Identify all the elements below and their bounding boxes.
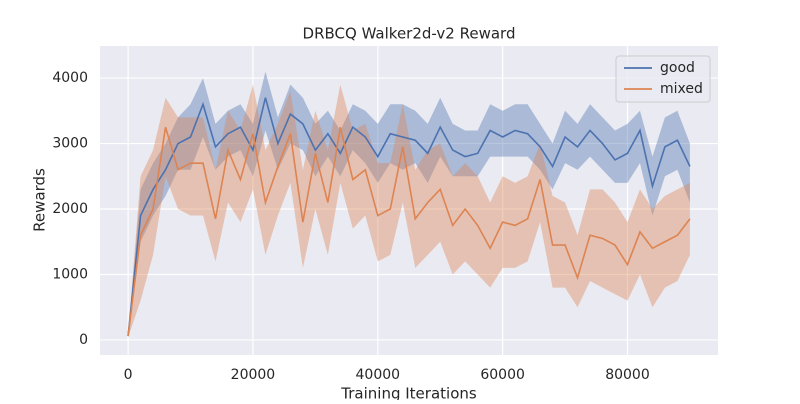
confidence-band xyxy=(128,71,690,338)
x-tick-label: 40000 xyxy=(356,367,401,383)
line xyxy=(127,97,691,337)
y-tick-label: 0 xyxy=(79,332,88,348)
y-tick-label: 3000 xyxy=(52,136,88,152)
plot-background xyxy=(100,46,718,355)
x-tick-label: 60000 xyxy=(480,367,525,383)
x-axis-label: Training Iterations xyxy=(340,385,477,401)
confidence-band xyxy=(128,84,690,338)
legend-label: good xyxy=(660,60,695,76)
line xyxy=(127,126,691,337)
y-tick-label: 1000 xyxy=(52,266,88,282)
y-tick-label: 4000 xyxy=(52,70,88,86)
y-axis-label: Rewards xyxy=(31,168,49,232)
legend-label: mixed xyxy=(660,81,703,97)
x-tick-label: 80000 xyxy=(605,367,650,383)
x-tick-label: 20000 xyxy=(231,367,276,383)
x-tick-label: 0 xyxy=(124,367,133,383)
chart-title: DRBCQ Walker2d-v2 Reward xyxy=(303,25,516,43)
y-tick-label: 2000 xyxy=(52,201,88,217)
